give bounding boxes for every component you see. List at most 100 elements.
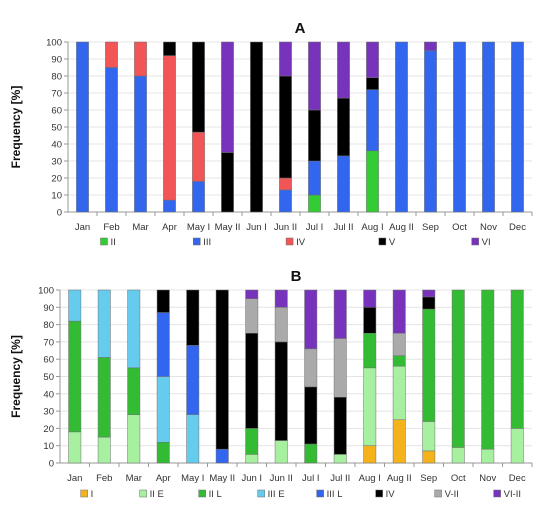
bar-segment-a: [424, 50, 437, 213]
y-tick-label-b: 50: [43, 372, 54, 383]
bar-segment-a: [337, 97, 350, 157]
bar-segment-b: [510, 289, 524, 429]
bar-segment-b: [333, 338, 347, 398]
bar-segment-b: [274, 341, 288, 441]
x-tick-label-a: Oct: [452, 222, 467, 233]
bar-segment-a: [453, 41, 466, 213]
bar-segment-b: [97, 357, 111, 438]
bar-segment-a: [105, 41, 118, 68]
bar-segment-a: [308, 109, 321, 162]
bar-segment-b: [481, 448, 495, 464]
x-tick-label-a: Jun II: [274, 222, 297, 233]
bar-segment-b: [245, 289, 259, 299]
legend-swatch-a: [471, 237, 479, 246]
bar-segment-b: [392, 355, 406, 367]
y-tick-label-a: 100: [46, 38, 62, 49]
bar-segment-a: [192, 181, 205, 213]
bar-segment-b: [304, 386, 318, 445]
legend-swatch-a: [193, 237, 201, 246]
x-tick-label-a: Nov: [480, 222, 497, 233]
bar-segment-b: [333, 289, 347, 339]
x-tick-label-b: Apr: [156, 473, 171, 484]
legend-swatch-a: [100, 237, 108, 246]
x-tick-label-a: Dec: [509, 222, 526, 233]
bar-segment-b: [97, 289, 111, 358]
bar-segment-b: [245, 428, 259, 455]
bar-segment-a: [134, 75, 147, 213]
legend-label-b: II E: [150, 489, 164, 500]
y-tick-label-a: 30: [51, 157, 62, 168]
legend-swatch-b: [257, 489, 265, 498]
bar-segment-a: [279, 189, 292, 213]
x-tick-label-b: Jun I: [241, 473, 262, 484]
bar-segment-a: [221, 41, 234, 153]
bar-segment-a: [221, 152, 234, 213]
bar-segment-b: [156, 289, 170, 313]
bar-segment-a: [308, 194, 321, 213]
bar-segment-b: [68, 289, 82, 322]
legend-swatch-a: [378, 237, 387, 246]
x-tick-label-b: May I: [181, 473, 204, 484]
y-tick-label-a: 10: [51, 191, 62, 202]
legend-label-a: III: [203, 237, 211, 248]
bar-segment-b: [186, 345, 200, 415]
bar-segment-b: [363, 367, 377, 446]
y-tick-label-b: 0: [49, 459, 54, 470]
bar-segment-b: [363, 445, 377, 464]
chart-title-b: B: [291, 268, 302, 285]
y-tick-label-b: 60: [43, 355, 54, 366]
bar-segment-a: [76, 41, 89, 213]
legend-label-b: III E: [268, 489, 285, 500]
bar-segment-b: [451, 447, 465, 464]
bar-segment-b: [127, 414, 141, 464]
bar-segment-b: [215, 448, 229, 464]
bar-segment-b: [481, 289, 495, 450]
bar-segment-a: [163, 199, 176, 213]
bar-segment-b: [304, 443, 318, 464]
bar-segment-b: [363, 333, 377, 369]
y-tick-label-b: 20: [43, 424, 54, 435]
bar-segment-b: [68, 431, 82, 464]
x-tick-label-b: Sep: [420, 473, 437, 484]
bar-segment-b: [274, 289, 288, 308]
legend-swatch-a: [285, 237, 294, 246]
y-tick-label-b: 100: [38, 286, 54, 297]
bar-segment-a: [250, 41, 263, 213]
y-tick-label-b: 30: [43, 407, 54, 418]
x-tick-label-b: Nov: [479, 473, 496, 484]
bar-segment-b: [333, 397, 347, 455]
bar-segment-b: [97, 436, 111, 464]
bar-segment-b: [304, 348, 318, 388]
bar-segment-b: [156, 441, 170, 464]
bar-segment-b: [363, 289, 377, 308]
x-tick-label-b: May II: [209, 473, 235, 484]
bar-segment-a: [337, 41, 350, 99]
legend-swatch-b: [493, 489, 501, 498]
legend-label-b: VI-II: [504, 489, 521, 500]
x-tick-label-a: Mar: [132, 222, 148, 233]
bar-segment-a: [482, 41, 495, 213]
bar-segment-a: [163, 41, 176, 56]
x-tick-label-b: Jul II: [330, 473, 350, 484]
x-tick-label-b: Jan: [67, 473, 82, 484]
bar-segment-b: [363, 307, 377, 334]
legend-label-b: I: [91, 489, 94, 500]
bar-segment-a: [134, 41, 147, 77]
bar-segment-a: [424, 41, 437, 51]
bar-segment-b: [422, 421, 436, 452]
x-tick-label-a: Feb: [103, 222, 119, 233]
bar-segment-b: [215, 289, 229, 450]
bar-segment-a: [192, 131, 205, 182]
bar-segment-a: [366, 77, 379, 90]
x-tick-label-a: Jul I: [306, 222, 323, 233]
y-axis-label-b: Frequency [%]: [9, 335, 23, 418]
x-tick-label-a: Aug II: [389, 222, 414, 233]
x-tick-label-a: May II: [215, 222, 241, 233]
x-tick-label-b: Oct: [451, 473, 466, 484]
legend-label-b: III L: [327, 489, 343, 500]
y-tick-label-b: 90: [43, 303, 54, 314]
bar-segment-a: [511, 41, 524, 213]
bar-segment-b: [68, 320, 82, 433]
y-tick-label-a: 60: [51, 106, 62, 117]
